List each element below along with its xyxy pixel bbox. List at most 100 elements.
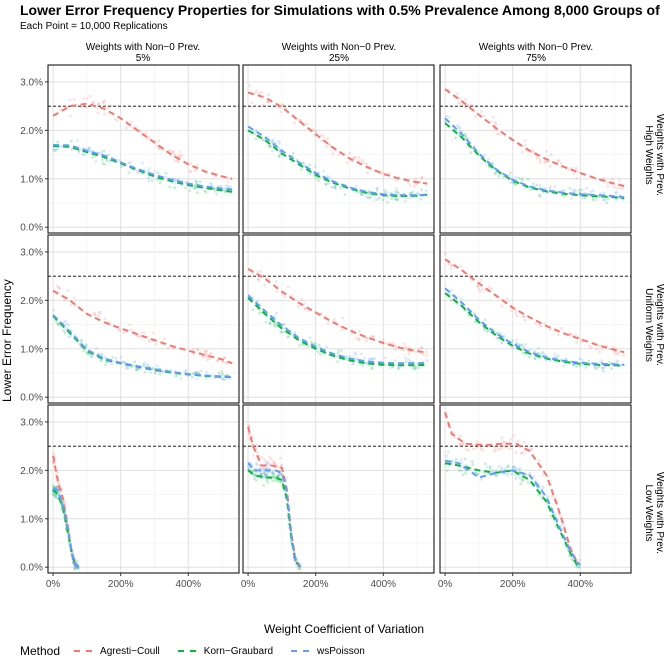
panel-r1-c1-point-s0-53 — [59, 108, 63, 111]
panel-r2-c1-point-s0-64 — [206, 354, 210, 357]
panel-r2-c3-point-s2-12 — [500, 340, 504, 344]
panel-r3-c3-point-s0-32 — [479, 447, 483, 450]
panel-r1-c1-point-s0-9 — [226, 176, 229, 180]
panel-r2-c1-point-s0-65 — [204, 351, 207, 354]
panel-r2-c3-point-s2-42 — [615, 359, 619, 363]
panel-r3-c3-point-s2-55 — [514, 467, 518, 471]
panel-r2-c3-point-s1-34 — [569, 360, 573, 363]
panel-r3-c3-point-s0-44 — [493, 449, 496, 453]
panel-r2-c1-point-s2-59 — [162, 370, 165, 374]
panel-r1-c2-point-s2-1 — [394, 197, 398, 200]
panel-r1-c2-point-s0-43 — [293, 121, 296, 125]
panel-r2-c1-point-s1-51 — [217, 372, 221, 375]
panel-r1-c3-point-s0-57 — [618, 186, 622, 190]
panel-r1-c1-point-s0-65 — [188, 170, 192, 174]
panel-r1-c2-point-s1-62 — [333, 185, 337, 189]
panel-r2-c3-trend-korn-graubard — [444, 292, 625, 367]
panel-r2-c1-point-s2-24 — [221, 378, 225, 381]
panel-r3-c3-point-s0-10 — [452, 431, 455, 434]
panel-r3-c2-point-s2-10 — [277, 473, 280, 477]
panel-r1-c1-point-s2-42 — [108, 158, 111, 162]
panel-r1-c3-point-s1-10 — [537, 193, 541, 197]
panel-r3-c2-point-s0-65 — [255, 443, 259, 447]
panel-r3-c3-point-s2-53 — [450, 459, 454, 463]
panel-r1-c1-point-s1-12 — [193, 184, 197, 188]
panel-r3-c3-point-s0-20 — [467, 448, 471, 452]
panel-r1-c1-point-s1-53 — [118, 159, 121, 163]
panel-r2-c3-point-s0-10 — [575, 341, 578, 344]
panel-r3-c3-point-s0-19 — [462, 441, 465, 445]
panel-r2-c1-trend-korn-graubard — [52, 315, 233, 379]
panel-r3-c3-point-s2-40 — [497, 465, 501, 468]
panel-r3-c1-point-s0-47 — [52, 461, 56, 465]
panel-r1-c2-point-s0-4 — [352, 157, 356, 161]
panel-r2-c1-point-s2-62 — [183, 370, 187, 373]
panel-r2-c1-point-s1-36 — [85, 352, 89, 355]
panel-r2-c2-point-s1-65 — [370, 367, 374, 370]
panel-r2-c1-point-s0-47 — [56, 284, 59, 288]
panel-r1-c3-point-s0-33 — [545, 150, 548, 153]
panel-r1-c3-point-s1-43 — [469, 151, 473, 155]
panel-r2-c1-point-s0-15 — [205, 358, 209, 361]
panel-r1-c2-point-s1-15 — [369, 195, 372, 199]
panel-r1-c3-point-s1-60 — [603, 198, 606, 202]
panel-r2-c3-point-s1-64 — [463, 308, 467, 312]
panel-r3-c3-point-s1-36 — [446, 469, 449, 473]
panel-r2-c2-point-s2-9 — [365, 361, 369, 365]
row-strip-3-line1: Weights with Prev. — [654, 472, 664, 554]
panel-r2-c1-point-s1-3 — [161, 369, 164, 373]
panel-r3-c2-point-s0-13 — [262, 472, 266, 476]
panel-r2-c3-point-s0-8 — [523, 318, 527, 322]
legend-label-korn-graubard: Korn−Graubard — [203, 645, 274, 657]
panel-r2-c3-point-s1-10 — [467, 314, 471, 318]
panel-r2-c3-point-s1-2 — [522, 345, 525, 349]
panel-r2-c1-point-s0-27 — [57, 286, 61, 289]
panel-r2-c2-point-s0-51 — [358, 330, 361, 333]
panel-r1-c3-point-s2-26 — [491, 161, 494, 165]
panel-r1-c1-point-s0-17 — [195, 164, 199, 168]
panel-r1-c2-point-s1-12 — [381, 198, 385, 202]
panel-r1-c1-point-s0-13 — [177, 160, 180, 164]
panel-r1-c3-point-s0-47 — [618, 178, 621, 182]
panel-r1-c1-point-s0-4 — [89, 94, 92, 98]
panel-r2-c2-point-s2-31 — [275, 311, 278, 315]
panel-r1-c3-point-s0-65 — [621, 187, 624, 190]
panel-r2-c2-point-s0-65 — [404, 345, 407, 349]
panel-r3-c2-point-s2-62 — [254, 467, 258, 470]
panel-r1-c2-point-s0-64 — [354, 155, 358, 159]
panel-r2-c2-point-s1-33 — [275, 321, 279, 325]
chart-subtitle: Each Point = 10,000 Replications — [20, 21, 168, 32]
panel-r3-c2-point-s0-62 — [260, 456, 264, 459]
panel-r2-c1-point-s1-7 — [125, 366, 128, 370]
panel-r3-c3-point-s0-29 — [560, 523, 564, 527]
panel-r1-c1-point-s2-60 — [215, 193, 219, 196]
panel-r3-c2-point-s1-39 — [273, 476, 277, 480]
panel-r3-c3-point-s1-29 — [507, 464, 510, 467]
panel-r1-c1-point-s2-16 — [76, 139, 79, 142]
panel-r1-c2-point-s1-50 — [327, 182, 330, 185]
panel-r2-c2-point-s2-54 — [337, 349, 340, 352]
panel-r3-c2-point-s0-4 — [298, 567, 302, 571]
panel-r1-c3-point-s2-15 — [614, 191, 618, 195]
panel-r1-c3-point-s0-56 — [471, 103, 475, 107]
panel-r1-c1-point-s2-34 — [174, 178, 177, 182]
panel-r2-c2-point-s0-15 — [274, 280, 278, 283]
panel-r2-c3-point-s0-56 — [450, 264, 454, 268]
panel-r2-c2-point-s2-5 — [409, 359, 413, 363]
panel-r1-c1-point-s0-0 — [169, 149, 172, 153]
panel-r1-c2-point-s0-47 — [267, 93, 271, 97]
panel-r1-c2-point-s2-39 — [254, 128, 258, 132]
panel-r3-c1-point-s0-3 — [73, 567, 77, 571]
panel-r1-c1-point-s1-7 — [103, 163, 106, 166]
panel-r3-c3-point-s0-13 — [500, 436, 504, 440]
panel-r1-c2-point-s2-52 — [366, 196, 369, 200]
panel-r3-c1-point-s0-27 — [52, 452, 55, 455]
panel-r1-c1-point-s2-14 — [212, 186, 216, 190]
panel-r3-c2-point-s1-11 — [265, 473, 269, 477]
panel-r2-c3-point-s0-63 — [514, 311, 517, 315]
panel-r1-c1-point-s0-66 — [95, 106, 99, 110]
panel-r1-c2-point-s1-41 — [397, 191, 400, 195]
panel-r1-c3-point-s1-59 — [560, 194, 564, 197]
panel-r2-c2-point-s2-68 — [404, 356, 408, 360]
panel-r2-c3-point-s1-7 — [498, 332, 502, 335]
